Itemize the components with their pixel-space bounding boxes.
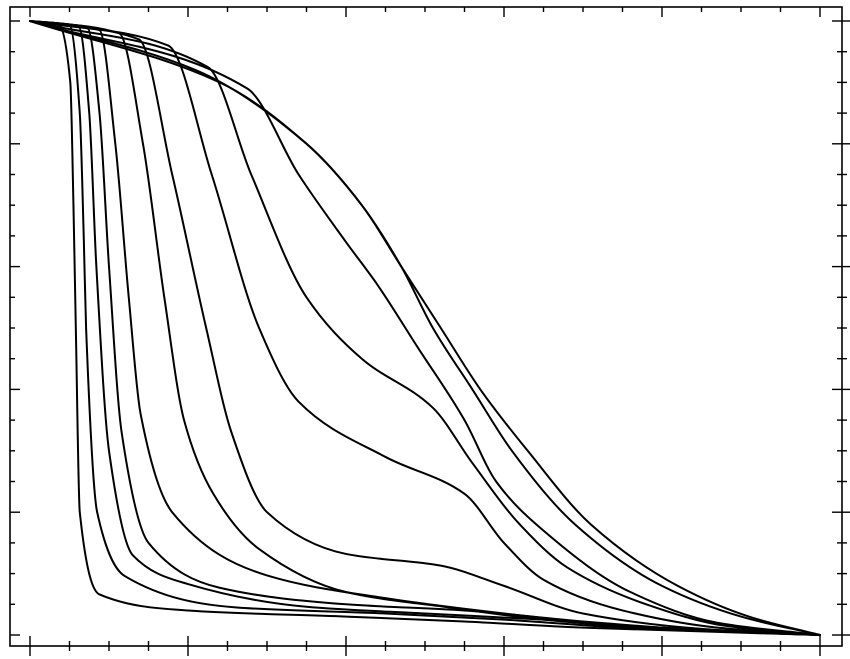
series-line-1: [29, 20, 821, 636]
series-line-4: [29, 20, 821, 636]
series-line-8: [29, 20, 821, 636]
axis-ticks: [10, 7, 850, 656]
curve-group: [29, 20, 821, 636]
series-line-12: [29, 20, 821, 636]
series-line-7: [29, 20, 821, 636]
series-line-6: [29, 20, 821, 636]
plot-frame: [9, 6, 843, 647]
series-line-2: [29, 20, 821, 636]
series-line-9: [29, 20, 821, 636]
